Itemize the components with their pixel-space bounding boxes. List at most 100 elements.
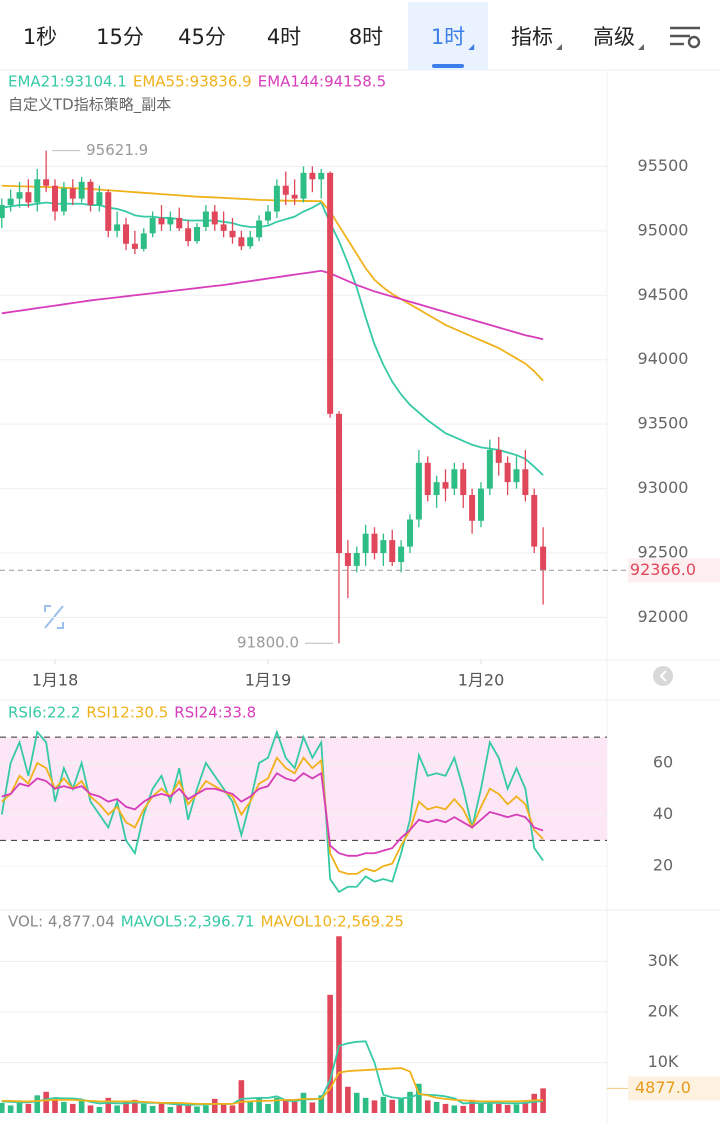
series-line xyxy=(1,756,544,875)
candle-body xyxy=(513,469,520,483)
candle-body xyxy=(451,469,458,489)
volume-bar xyxy=(522,1101,529,1113)
candle-body xyxy=(273,185,280,212)
series-line xyxy=(1,269,544,341)
last-value-label: 4877.0 xyxy=(635,1078,691,1097)
volume-bar xyxy=(327,994,333,1113)
legend-entry: RSI6:22.2 xyxy=(8,704,80,722)
annotation-label: 91800.0 xyxy=(237,634,299,652)
volume-bar xyxy=(132,1099,138,1113)
candle-body xyxy=(327,172,334,414)
dropdown-triangle xyxy=(556,44,562,50)
candle-body xyxy=(52,185,59,212)
candle-body xyxy=(477,488,484,521)
volume-bar xyxy=(114,1105,120,1113)
y-tick-label: 94500 xyxy=(638,285,689,304)
tab[interactable]: 高级 xyxy=(593,25,635,49)
volume-bar xyxy=(478,1102,484,1113)
last-price-label: 92366.0 xyxy=(630,560,696,579)
volume-bar xyxy=(513,1104,520,1113)
candle-body xyxy=(389,540,396,563)
legend-entry: VOL: 4,877.04 xyxy=(8,913,115,931)
y-tick-label: 93000 xyxy=(638,478,689,497)
tab[interactable]: 1时 xyxy=(431,25,465,49)
candle-body xyxy=(309,172,316,180)
volume-bar xyxy=(469,1099,475,1113)
candle-body xyxy=(398,546,405,563)
volume-bar xyxy=(96,1106,103,1113)
volume-bar xyxy=(416,1083,422,1113)
candle-body xyxy=(344,553,351,566)
volume-bar xyxy=(442,1103,449,1113)
candle-body xyxy=(442,482,449,489)
volume-bar xyxy=(318,1095,325,1113)
tab[interactable]: 1秒 xyxy=(23,25,57,49)
candle-body xyxy=(211,211,218,225)
candle-body xyxy=(256,220,263,238)
volume-bar xyxy=(87,1105,94,1113)
series-line xyxy=(1,1040,544,1106)
candle-body xyxy=(140,233,147,249)
collapse-button[interactable] xyxy=(653,666,673,686)
candle-body xyxy=(60,188,67,212)
candle-body xyxy=(43,179,50,186)
tab[interactable]: 45分 xyxy=(178,25,226,49)
y-tick-label: 30K xyxy=(648,951,679,970)
volume-bar xyxy=(238,1080,245,1113)
candle-body xyxy=(460,469,467,496)
volume-bar xyxy=(203,1105,209,1113)
volume-bar xyxy=(140,1103,147,1113)
volume-bar xyxy=(504,1104,511,1113)
x-tick-label: 1月20 xyxy=(458,671,505,690)
volume-bar xyxy=(158,1102,165,1113)
series-line xyxy=(1,201,544,476)
candle-body xyxy=(540,546,547,571)
volume-bar xyxy=(345,1086,351,1113)
volume-bar xyxy=(389,1099,396,1113)
candle-body xyxy=(114,224,121,231)
candle-body xyxy=(424,462,431,496)
volume-bar xyxy=(495,1103,502,1113)
volume-bar xyxy=(61,1101,67,1113)
dropdown-triangle xyxy=(638,44,644,50)
volume-bar xyxy=(300,1092,307,1113)
volume-bar xyxy=(371,1100,378,1113)
volume-bar xyxy=(265,1103,271,1113)
candle-body xyxy=(406,519,413,547)
volume-bar xyxy=(105,1097,112,1113)
candle-body xyxy=(220,224,227,231)
volume-bar xyxy=(43,1091,49,1113)
tab[interactable]: 8时 xyxy=(349,25,383,49)
candle-body xyxy=(149,217,156,234)
y-tick-label: 60 xyxy=(653,752,673,771)
candle-body xyxy=(0,205,5,218)
tab[interactable]: 指标 xyxy=(511,25,553,49)
candle-body xyxy=(229,230,236,238)
candle-body xyxy=(158,217,165,225)
collapse-circle xyxy=(653,666,673,686)
candle-body xyxy=(69,188,76,199)
candle-body xyxy=(105,192,112,231)
candle-body xyxy=(185,228,192,242)
active-tab-underline xyxy=(432,64,464,68)
candle-body xyxy=(531,495,538,547)
candle-body xyxy=(131,243,138,249)
expand-corner xyxy=(57,622,64,629)
legend-entry: EMA55:93836.9 xyxy=(133,73,252,91)
candle-body xyxy=(7,198,14,206)
volume-bar xyxy=(16,1100,23,1113)
volume-bar xyxy=(398,1098,404,1113)
icon-gear xyxy=(687,35,701,49)
volume-bar xyxy=(34,1095,41,1113)
settings-icon[interactable] xyxy=(670,26,701,49)
volume-bar xyxy=(211,1098,218,1113)
candle-body xyxy=(87,181,94,206)
tab[interactable]: 15分 xyxy=(96,25,144,49)
candle-body xyxy=(167,217,174,225)
volume-bar xyxy=(123,1101,129,1113)
tab[interactable]: 4时 xyxy=(267,25,301,49)
candle-body xyxy=(522,469,529,496)
candle-body xyxy=(300,172,307,199)
candle-body xyxy=(238,237,245,247)
